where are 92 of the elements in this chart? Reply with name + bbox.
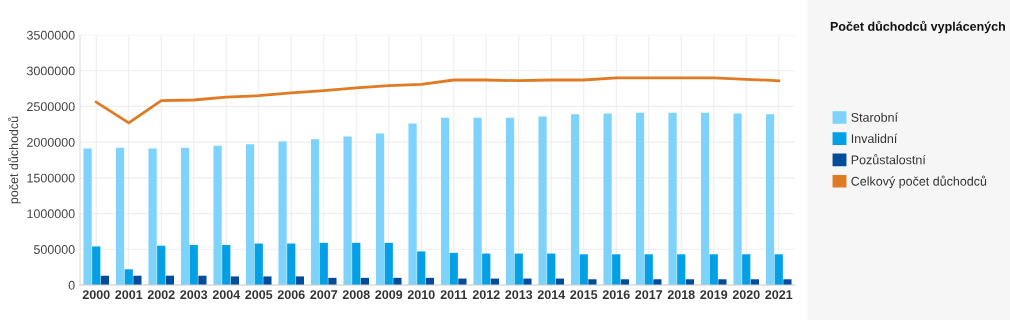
bar	[733, 113, 742, 285]
bar	[222, 245, 231, 285]
x-tick-label: 2009	[375, 290, 403, 300]
y-tick-label: 2500000	[27, 102, 75, 112]
line-series	[94, 76, 781, 125]
bar	[148, 148, 157, 285]
bar	[514, 253, 523, 285]
x-tick-label: 2000	[82, 290, 110, 300]
bar	[742, 254, 751, 285]
x-tick-label: 2015	[570, 290, 598, 300]
bar	[278, 141, 287, 285]
bar	[612, 254, 621, 285]
x-tick-label: 2014	[537, 290, 566, 300]
bar	[384, 242, 393, 285]
x-tick-label: 2002	[147, 290, 175, 300]
y-tick-label: 3500000	[26, 30, 75, 40]
legend-title: Počet důchodců vyplácených	[830, 20, 1005, 34]
y-tick-label: 1000000	[27, 209, 75, 219]
bar	[700, 112, 710, 285]
x-tick-label: 2021	[765, 290, 793, 300]
bar	[505, 117, 515, 285]
bar	[295, 276, 305, 285]
y-tick-label: 1500000	[27, 173, 75, 183]
x-tick-label: 2011	[440, 290, 467, 300]
x-tick-label: 2001	[115, 290, 143, 300]
bar	[677, 254, 686, 285]
bar	[83, 148, 92, 285]
bar	[254, 243, 263, 285]
bar	[310, 139, 320, 285]
bar	[115, 147, 125, 285]
x-tick-label: 2005	[245, 290, 273, 300]
bar	[765, 114, 775, 285]
y-tick-label: 3000000	[26, 66, 75, 76]
bar	[774, 254, 783, 285]
bar	[92, 246, 101, 285]
bar	[644, 254, 653, 285]
x-tick-label: 2020	[732, 290, 760, 300]
legend-label: Pozůstalostní	[851, 154, 926, 165]
x-tick-label: 2019	[700, 290, 728, 300]
bar	[653, 279, 662, 285]
bar	[718, 279, 727, 285]
bar	[579, 254, 588, 285]
bar	[263, 276, 272, 285]
x-tick-label: 2007	[310, 290, 338, 300]
bar	[213, 145, 222, 285]
bar	[319, 242, 328, 285]
y-axis-title: počet důchodců	[8, 116, 21, 204]
x-tick-label: 2018	[667, 290, 695, 300]
bar	[343, 136, 352, 285]
bar	[709, 254, 718, 285]
bar	[440, 117, 450, 285]
bar	[393, 277, 402, 285]
bar	[230, 276, 240, 285]
legend-label: Starobní	[851, 112, 898, 122]
bar	[588, 279, 597, 285]
bar	[538, 116, 547, 285]
bar	[189, 245, 198, 285]
bar	[668, 112, 677, 285]
bar	[245, 144, 255, 285]
bar	[133, 275, 142, 285]
x-tick-label: 2003	[180, 290, 208, 300]
bar	[124, 269, 133, 285]
x-tick-label: 2016	[602, 290, 630, 300]
bar	[328, 277, 337, 285]
x-tick-label: 2012	[472, 290, 500, 300]
bar	[603, 113, 612, 285]
bar	[473, 117, 482, 285]
bar	[198, 275, 207, 285]
bar	[547, 253, 556, 285]
x-tick-label: 2006	[277, 290, 305, 300]
x-tick-label: 2010	[407, 290, 435, 300]
bar	[570, 114, 580, 285]
bar	[482, 253, 491, 285]
x-tick-label: 2004	[212, 290, 241, 300]
legend-label: Invalidní	[851, 133, 898, 144]
x-tick-label: 2008	[342, 290, 370, 300]
bar	[408, 123, 417, 285]
bar	[417, 251, 426, 285]
legend-label: Celkový počet důchodců	[851, 175, 987, 189]
bar	[783, 279, 792, 285]
y-tick-label: 0	[68, 280, 75, 290]
bar	[449, 252, 458, 285]
bar	[375, 133, 385, 285]
y-tick-label: 500000	[33, 245, 75, 254]
bar	[157, 245, 166, 285]
bar	[180, 147, 190, 285]
bar	[287, 243, 296, 285]
x-tick-label: 2013	[505, 290, 533, 300]
bar	[635, 112, 645, 285]
y-tick-label: 2000000	[27, 137, 75, 147]
bar	[352, 242, 361, 285]
x-tick-label: 2017	[635, 290, 663, 300]
